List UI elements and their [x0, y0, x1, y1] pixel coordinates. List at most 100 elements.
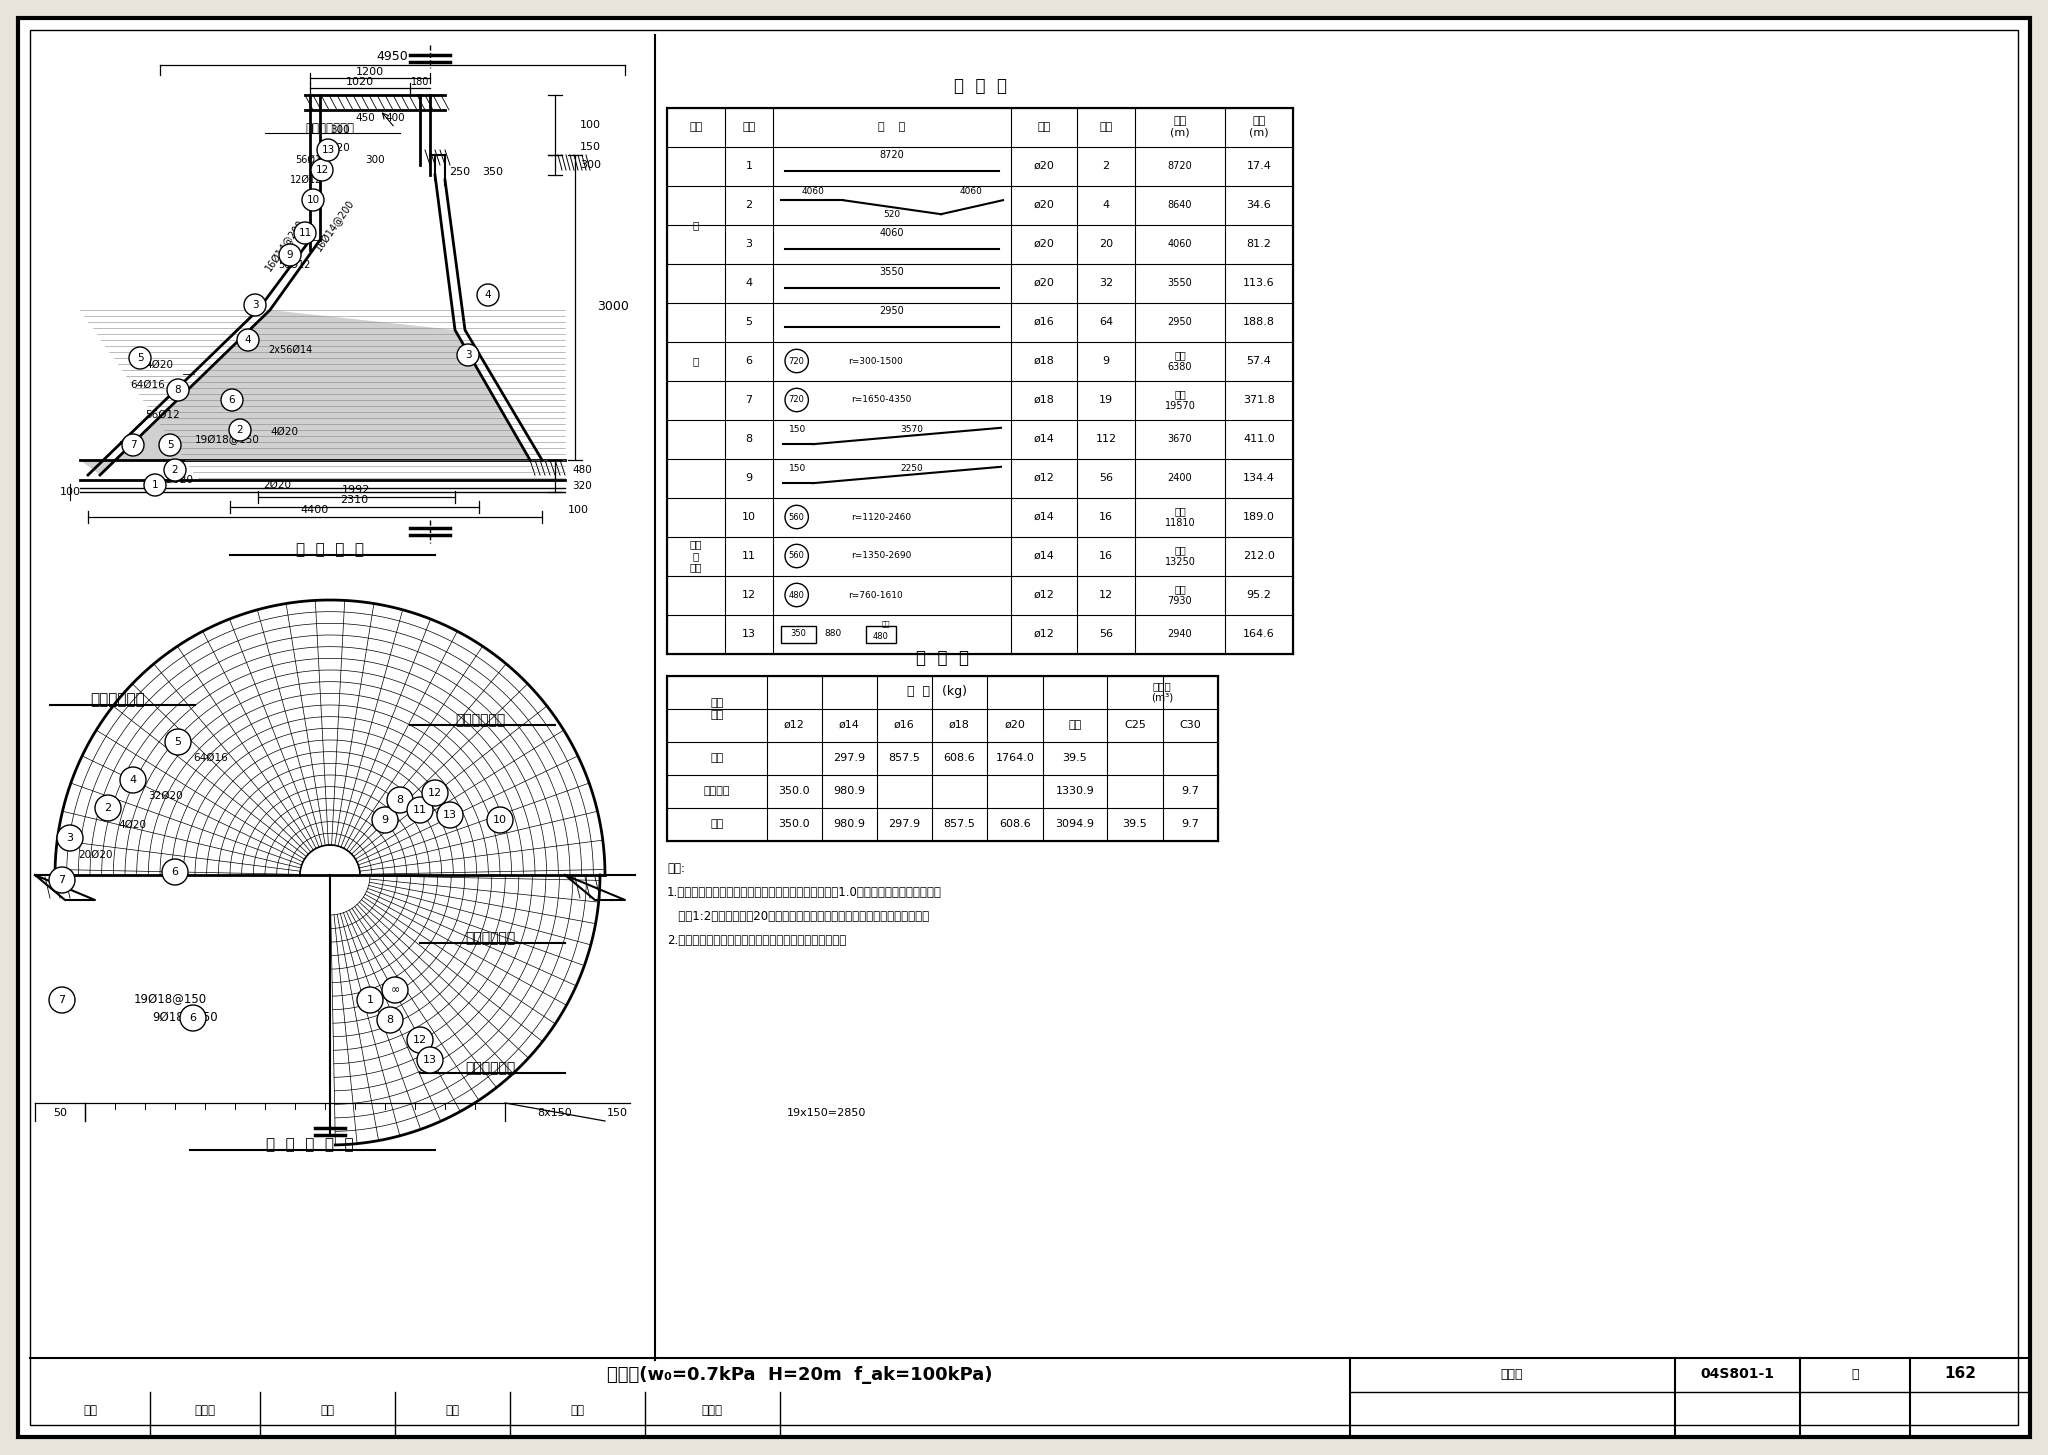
- Text: 20: 20: [1100, 239, 1112, 249]
- Text: 560: 560: [788, 551, 805, 560]
- Text: 212.0: 212.0: [1243, 551, 1276, 562]
- Text: 底板配筋平面: 底板配筋平面: [90, 693, 145, 707]
- Text: 189.0: 189.0: [1243, 512, 1276, 522]
- Text: 56Ø12: 56Ø12: [279, 260, 311, 271]
- Circle shape: [784, 505, 809, 528]
- Text: 113.6: 113.6: [1243, 278, 1274, 288]
- Text: 112: 112: [1096, 434, 1116, 444]
- Text: 2950: 2950: [881, 306, 905, 316]
- Text: 20Ø20: 20Ø20: [78, 850, 113, 860]
- Text: 8x150: 8x150: [539, 1109, 571, 1117]
- Text: 采用1:2水泥砂浆抹面20毫米厚；无地下水时，外表面可涂熬沥青两遍防腐。: 采用1:2水泥砂浆抹面20毫米厚；无地下水时，外表面可涂熬沥青两遍防腐。: [668, 911, 930, 924]
- Circle shape: [436, 802, 463, 828]
- Text: 简    图: 简 图: [879, 122, 905, 132]
- Text: ø12: ø12: [1034, 589, 1055, 599]
- Text: 10: 10: [494, 815, 508, 825]
- Text: 2250: 2250: [901, 464, 924, 473]
- Text: 4950: 4950: [377, 51, 408, 64]
- Text: 立  剖  面  图: 立 剖 面 图: [297, 543, 365, 557]
- Text: 8640: 8640: [1167, 199, 1192, 210]
- Text: 编号: 编号: [741, 122, 756, 132]
- Text: 4060: 4060: [961, 188, 983, 196]
- Text: 164.6: 164.6: [1243, 629, 1274, 639]
- Text: 4400: 4400: [301, 505, 330, 515]
- Text: 520: 520: [883, 210, 901, 218]
- Text: 3550: 3550: [1167, 278, 1192, 288]
- Text: 3094.9: 3094.9: [1055, 819, 1094, 829]
- Text: 608.6: 608.6: [999, 819, 1030, 829]
- Text: 9Ø18@150: 9Ø18@150: [152, 1011, 217, 1024]
- Text: 5: 5: [166, 439, 174, 450]
- Text: 350: 350: [791, 630, 807, 639]
- Text: 构件
名称: 构件 名称: [711, 698, 723, 720]
- Text: 6: 6: [190, 1013, 197, 1023]
- Text: ø16: ø16: [1034, 317, 1055, 327]
- Text: ø12: ø12: [784, 720, 805, 730]
- Text: 2: 2: [172, 466, 178, 474]
- Text: 56: 56: [1100, 629, 1112, 639]
- Text: 9.7: 9.7: [1182, 786, 1198, 796]
- Text: 411.0: 411.0: [1243, 434, 1274, 444]
- Text: 64Ø16: 64Ø16: [193, 754, 227, 762]
- Text: ø20: ø20: [1034, 199, 1055, 210]
- Circle shape: [301, 189, 324, 211]
- Text: 1992: 1992: [342, 485, 371, 495]
- Text: ø20: ø20: [1006, 720, 1026, 730]
- Text: 16Ø14@200: 16Ø14@200: [264, 217, 307, 272]
- Text: 560: 560: [788, 512, 805, 521]
- Text: 64Ø16: 64Ø16: [129, 380, 164, 390]
- Circle shape: [784, 388, 809, 412]
- Text: 9.7: 9.7: [1182, 819, 1198, 829]
- Circle shape: [377, 1007, 403, 1033]
- Text: 12: 12: [414, 1035, 428, 1045]
- Text: 1: 1: [367, 995, 373, 1005]
- Text: 共长
(m): 共长 (m): [1249, 116, 1270, 138]
- Text: 图集号: 图集号: [1501, 1368, 1524, 1381]
- Text: ø18: ø18: [948, 720, 969, 730]
- Text: 8: 8: [387, 1016, 393, 1024]
- Text: 150: 150: [580, 143, 600, 151]
- Text: 720: 720: [788, 396, 805, 404]
- Text: C30: C30: [1180, 720, 1200, 730]
- Circle shape: [121, 767, 145, 793]
- Circle shape: [784, 583, 809, 607]
- Circle shape: [229, 419, 252, 441]
- Text: 平均
19570: 平均 19570: [1165, 388, 1196, 410]
- Text: 7: 7: [59, 874, 66, 885]
- Circle shape: [383, 976, 408, 1002]
- Text: 2950: 2950: [1167, 317, 1192, 327]
- Text: 32: 32: [1100, 278, 1112, 288]
- Text: 宋绍先: 宋绍先: [195, 1404, 215, 1417]
- Text: 12: 12: [741, 589, 756, 599]
- Text: 3: 3: [252, 300, 258, 310]
- Text: 12Ø12: 12Ø12: [291, 175, 322, 185]
- Text: 2: 2: [238, 425, 244, 435]
- Text: 857.5: 857.5: [889, 754, 920, 762]
- Text: 4: 4: [745, 278, 752, 288]
- Text: 2Ø20: 2Ø20: [166, 474, 193, 485]
- Circle shape: [784, 544, 809, 567]
- Text: 5: 5: [137, 354, 143, 362]
- Text: 56Ø12: 56Ø12: [145, 410, 180, 420]
- Text: 17.4: 17.4: [1247, 162, 1272, 172]
- Text: 150: 150: [606, 1109, 627, 1117]
- Text: 880: 880: [823, 630, 842, 639]
- Text: 371.8: 371.8: [1243, 394, 1276, 404]
- Text: 16Ø14@200: 16Ø14@200: [313, 198, 356, 253]
- Text: 13: 13: [322, 146, 334, 156]
- Circle shape: [49, 986, 76, 1013]
- Text: 150: 150: [788, 464, 807, 473]
- Circle shape: [387, 787, 414, 813]
- Text: 设计: 设计: [569, 1404, 584, 1417]
- Text: 480: 480: [872, 633, 889, 642]
- Text: 平均
11810: 平均 11810: [1165, 506, 1196, 528]
- Text: 39.5: 39.5: [1063, 754, 1087, 762]
- Text: r=760-1610: r=760-1610: [848, 591, 903, 599]
- Circle shape: [164, 458, 186, 482]
- Text: 数量: 数量: [1100, 122, 1112, 132]
- Text: 320: 320: [330, 143, 350, 153]
- Text: 320: 320: [571, 482, 592, 490]
- Text: 8: 8: [745, 434, 752, 444]
- Text: 81.2: 81.2: [1247, 239, 1272, 249]
- Text: 12: 12: [428, 789, 442, 797]
